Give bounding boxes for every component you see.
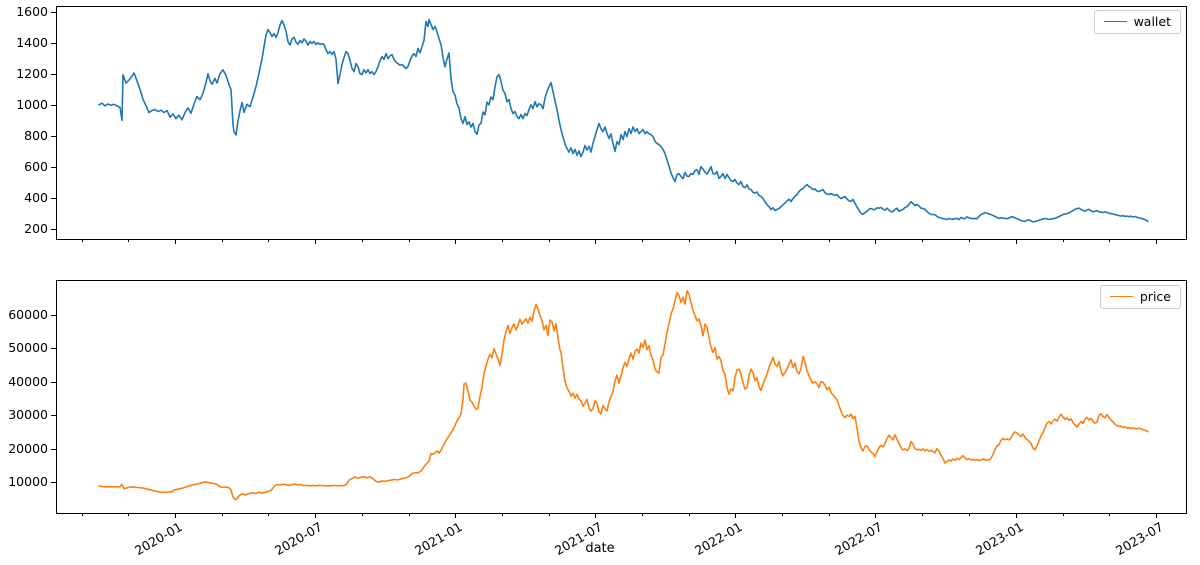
wallet-ytick-label: 400 — [24, 189, 48, 205]
x-minor-tick — [502, 239, 503, 242]
price-ytick — [51, 381, 56, 383]
price-ytick — [51, 415, 56, 417]
x-major-tick — [1156, 513, 1157, 518]
wallet-ytick-label: 1600 — [16, 3, 48, 19]
price-legend: price — [1099, 285, 1181, 309]
wallet-ytick — [51, 197, 56, 199]
wallet-legend-line-icon — [1103, 21, 1127, 22]
wallet-legend: wallet — [1093, 10, 1181, 34]
price-ytick-label: 30000 — [8, 407, 48, 423]
x-major-tick — [595, 239, 596, 244]
x-major-tick — [735, 239, 736, 244]
x-minor-tick — [922, 239, 923, 242]
wallet-ytick-label: 1400 — [16, 34, 48, 50]
x-minor-tick — [642, 239, 643, 242]
wallet-ytick-label: 1000 — [16, 96, 48, 112]
x-minor-tick — [409, 513, 410, 516]
x-major-tick — [595, 513, 596, 518]
x-axis-label: date — [585, 541, 615, 556]
x-minor-tick — [782, 513, 783, 516]
x-minor-tick — [409, 239, 410, 242]
x-minor-tick — [1109, 513, 1110, 516]
price-ytick — [51, 482, 56, 483]
x-minor-tick — [1063, 513, 1064, 516]
x-minor-tick — [128, 513, 129, 516]
wallet-ytick — [51, 73, 56, 75]
price-ytick — [51, 348, 56, 350]
x-minor-tick — [268, 239, 269, 242]
x-major-tick — [175, 239, 176, 244]
x-major-tick — [455, 513, 456, 518]
wallet-ytick — [51, 166, 56, 168]
x-minor-tick — [268, 513, 269, 516]
x-minor-tick — [689, 513, 690, 516]
x-major-tick — [315, 239, 316, 244]
price-ytick-label: 50000 — [8, 340, 48, 356]
wallet-ytick-label: 800 — [24, 127, 48, 143]
x-major-tick — [1016, 513, 1017, 518]
x-minor-tick — [689, 239, 690, 242]
x-minor-tick — [222, 239, 223, 242]
price-ytick-label: 40000 — [8, 373, 48, 389]
wallet-line — [98, 18, 1149, 223]
price-ytick-label: 20000 — [8, 440, 48, 456]
x-minor-tick — [128, 239, 129, 242]
wallet-ytick — [51, 104, 56, 106]
x-minor-tick — [829, 239, 830, 242]
x-major-tick — [1156, 239, 1157, 244]
price-ytick-label: 60000 — [8, 306, 48, 322]
price-subplot — [56, 280, 1187, 514]
wallet-ytick-label: 600 — [24, 158, 48, 174]
wallet-ytick — [51, 135, 56, 137]
x-minor-tick — [969, 513, 970, 516]
x-minor-tick — [549, 239, 550, 242]
x-minor-tick — [222, 513, 223, 516]
wallet-ytick — [51, 42, 56, 44]
wallet-ytick — [51, 11, 56, 13]
wallet-legend-label: wallet — [1133, 14, 1171, 29]
x-major-tick — [315, 513, 316, 518]
price-legend-label: price — [1139, 289, 1171, 304]
price-legend-line-icon — [1109, 296, 1133, 297]
x-minor-tick — [1063, 239, 1064, 242]
x-minor-tick — [782, 239, 783, 242]
x-minor-tick — [549, 513, 550, 516]
x-minor-tick — [362, 239, 363, 242]
price-ytick — [51, 448, 56, 450]
x-major-tick — [875, 513, 876, 518]
wallet-subplot — [56, 6, 1187, 240]
x-major-tick — [735, 513, 736, 518]
x-minor-tick — [502, 513, 503, 516]
wallet-ytick — [51, 228, 56, 230]
x-major-tick — [875, 239, 876, 244]
x-minor-tick — [362, 513, 363, 516]
price-ytick — [51, 314, 56, 316]
x-major-tick — [455, 239, 456, 244]
x-major-tick — [1016, 239, 1017, 244]
x-minor-tick — [969, 239, 970, 242]
wallet-ytick-label: 1200 — [16, 65, 48, 81]
x-major-tick — [175, 513, 176, 518]
wallet-ytick-label: 200 — [24, 220, 48, 236]
price-line — [98, 290, 1149, 501]
x-minor-tick — [922, 513, 923, 516]
x-minor-tick — [642, 513, 643, 516]
x-minor-tick — [1109, 239, 1110, 242]
x-minor-tick — [82, 239, 83, 242]
x-minor-tick — [82, 513, 83, 516]
price-ytick-label: 10000 — [8, 474, 48, 489]
x-minor-tick — [829, 513, 830, 516]
